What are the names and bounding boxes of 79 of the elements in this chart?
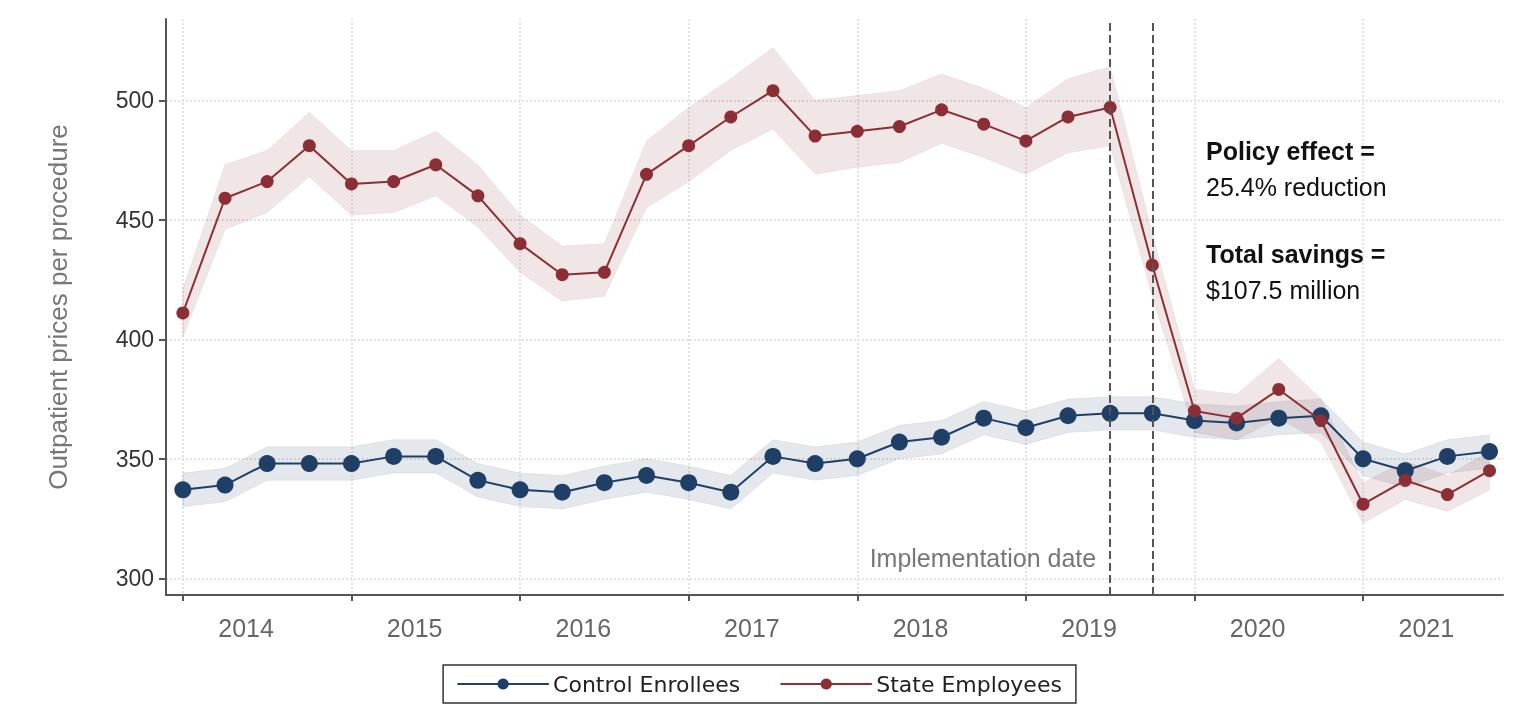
point [935,103,949,117]
y-axis-title: Outpatient prices per procedure [43,124,73,490]
point [848,450,866,468]
point [975,409,993,427]
point [1481,443,1499,461]
legend-label: Control Enrollees [553,671,741,697]
point [1272,382,1286,396]
x-tick-label: 2019 [1061,613,1117,642]
point [1356,497,1370,511]
annotation: 25.4% reduction [1206,172,1387,201]
point [218,191,232,205]
point [977,117,991,131]
point [1354,450,1372,468]
point [1019,134,1033,148]
point [764,447,782,465]
point [300,455,318,473]
point [429,158,443,172]
point [174,481,192,499]
ref-line-label: Implementation date [869,543,1097,572]
point [640,167,654,181]
point [1314,414,1328,428]
point [892,120,906,134]
point [808,129,822,143]
point [471,189,485,203]
point [1483,464,1497,478]
point [638,467,656,484]
x-tick-label: 2021 [1398,613,1455,642]
point [1061,110,1075,124]
point [1440,488,1454,502]
point [1187,404,1201,418]
point [469,471,487,489]
point [216,476,234,494]
point [513,237,527,251]
y-tick-label: 500 [115,87,154,114]
y-tick-label: 450 [115,206,154,233]
y-tick-label: 400 [115,326,154,353]
point [680,474,698,492]
annotation: $107.5 million [1206,275,1361,304]
annotation: Policy effect = [1206,136,1375,165]
point [427,447,445,465]
point [1270,409,1288,427]
y-tick-label: 350 [115,445,154,472]
point [1101,404,1119,422]
point [387,175,401,189]
point [511,481,529,499]
point [260,175,274,189]
point [1398,473,1412,487]
point [595,474,613,492]
point [1143,404,1161,422]
annotation: Total savings = [1206,239,1386,268]
x-tick-label: 2015 [386,613,443,642]
point [1059,407,1077,425]
point [342,455,360,473]
legend-label: State Employees [876,671,1062,697]
point [344,177,358,191]
x-tick-label: 2018 [892,613,949,642]
point [258,455,276,473]
point [1017,419,1035,437]
point [890,433,908,451]
point [724,110,738,124]
point [806,455,824,473]
x-tick-label: 2016 [555,613,612,642]
y-tick-label: 300 [115,565,154,592]
x-tick-label: 2014 [218,613,274,642]
x-tick-label: 2017 [724,613,780,642]
point [1438,447,1456,465]
point [933,428,951,446]
x-tick-label: 2020 [1229,613,1286,642]
point [1230,411,1244,425]
point [850,124,864,138]
point [385,447,403,465]
point [553,483,571,501]
point [766,84,780,98]
point [682,139,696,153]
point [597,265,611,279]
point [555,268,569,282]
point [302,139,316,153]
point [722,483,740,501]
point [176,306,190,320]
